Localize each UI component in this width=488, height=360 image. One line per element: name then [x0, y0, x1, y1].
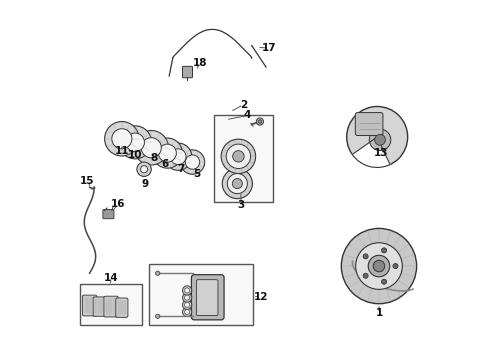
Circle shape	[372, 260, 384, 272]
Text: 1: 1	[375, 309, 382, 318]
Circle shape	[363, 273, 367, 278]
Text: 2: 2	[239, 100, 246, 110]
Circle shape	[112, 129, 132, 149]
Circle shape	[140, 166, 147, 173]
Text: 13: 13	[373, 148, 388, 158]
Text: 9: 9	[141, 179, 148, 189]
Circle shape	[152, 138, 182, 168]
Circle shape	[374, 134, 385, 145]
Circle shape	[232, 150, 244, 162]
Text: 17: 17	[261, 43, 276, 53]
Circle shape	[368, 129, 390, 150]
Circle shape	[341, 228, 416, 304]
Circle shape	[141, 138, 161, 158]
Circle shape	[392, 264, 397, 269]
Text: 4: 4	[243, 111, 250, 121]
Circle shape	[180, 150, 204, 174]
Circle shape	[155, 271, 160, 275]
Circle shape	[182, 286, 191, 295]
Circle shape	[258, 120, 261, 123]
Text: 11: 11	[114, 146, 129, 156]
Text: 5: 5	[193, 168, 201, 179]
Circle shape	[355, 243, 402, 289]
Circle shape	[184, 295, 189, 300]
FancyBboxPatch shape	[182, 66, 192, 78]
Text: 18: 18	[192, 58, 206, 68]
Circle shape	[184, 302, 189, 307]
Circle shape	[170, 149, 185, 165]
Text: 14: 14	[103, 273, 118, 283]
Circle shape	[182, 293, 191, 302]
Circle shape	[182, 307, 191, 317]
Circle shape	[137, 162, 151, 176]
Circle shape	[381, 279, 386, 284]
Circle shape	[221, 139, 255, 174]
Text: 12: 12	[253, 292, 267, 302]
Bar	[214, 116, 273, 202]
Circle shape	[158, 144, 176, 162]
Circle shape	[119, 126, 151, 159]
Circle shape	[256, 118, 263, 125]
Circle shape	[134, 131, 168, 165]
FancyBboxPatch shape	[116, 298, 128, 318]
FancyBboxPatch shape	[82, 295, 97, 316]
Circle shape	[232, 179, 242, 189]
Text: 15: 15	[80, 176, 95, 186]
FancyBboxPatch shape	[102, 210, 114, 219]
Circle shape	[185, 155, 199, 169]
Text: 16: 16	[111, 199, 125, 210]
FancyBboxPatch shape	[196, 280, 218, 316]
Circle shape	[184, 288, 189, 293]
Circle shape	[164, 143, 191, 170]
Circle shape	[104, 122, 139, 156]
Bar	[80, 284, 142, 325]
FancyBboxPatch shape	[104, 296, 118, 317]
Circle shape	[155, 314, 160, 319]
Text: 7: 7	[177, 163, 184, 174]
Circle shape	[182, 300, 191, 310]
Text: 10: 10	[128, 150, 142, 160]
Bar	[149, 264, 253, 325]
Text: 6: 6	[161, 159, 168, 169]
Circle shape	[222, 168, 252, 199]
Circle shape	[184, 310, 189, 315]
Circle shape	[227, 174, 247, 194]
Wedge shape	[351, 137, 389, 168]
Text: 3: 3	[237, 200, 244, 210]
Circle shape	[381, 248, 386, 253]
Text: 8: 8	[150, 153, 158, 163]
FancyBboxPatch shape	[355, 113, 382, 135]
Circle shape	[363, 254, 367, 259]
Circle shape	[125, 133, 144, 152]
Circle shape	[367, 255, 389, 277]
FancyBboxPatch shape	[191, 275, 224, 320]
Circle shape	[346, 107, 407, 167]
FancyBboxPatch shape	[93, 297, 105, 316]
Circle shape	[226, 144, 250, 168]
